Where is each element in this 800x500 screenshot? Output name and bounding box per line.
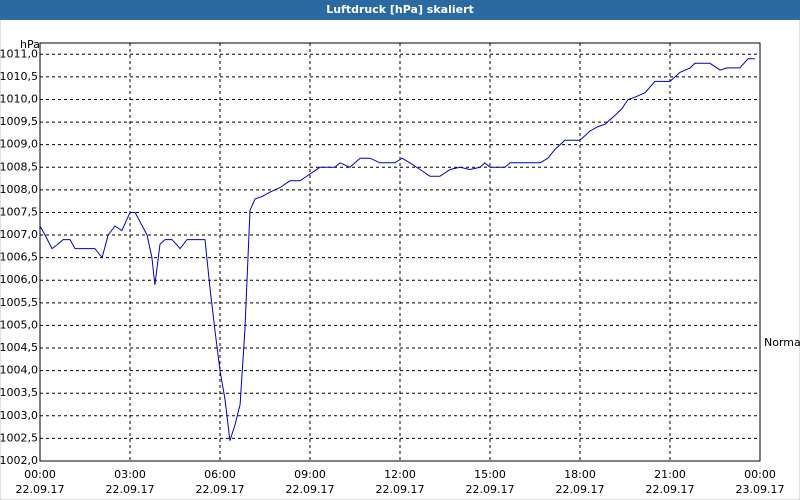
y-tick-label: 1007,0 [0,228,38,241]
x-tick-label: 12:00 [384,468,416,481]
x-tick-label: 22.09.17 [286,483,335,496]
x-tick-label: 22.09.17 [106,483,155,496]
y-tick-label: 1006,5 [0,251,38,264]
y-tick-label: 1004,0 [0,364,38,377]
x-tick-label: 22.09.17 [376,483,425,496]
y-tick-label: 1010,0 [0,92,38,105]
y-tick-label: 1006,0 [0,273,38,286]
chart-title: Luftdruck [hPa] skaliert [326,3,474,16]
x-tick-label: 00:00 [744,468,776,481]
x-tick-label: 23.09.17 [736,483,785,496]
y-tick-label: 1008,0 [0,183,38,196]
y-tick-label: 1003,0 [0,409,38,422]
x-tick-label: 18:00 [564,468,596,481]
y-tick-label: 1009,0 [0,138,38,151]
x-tick-label: 22.09.17 [196,483,245,496]
x-tick-label: 22.09.17 [556,483,605,496]
x-tick-label: 03:00 [114,468,146,481]
x-tick-label: 00:00 [24,468,56,481]
line-series [39,58,755,441]
y-tick-label: 1002,0 [0,454,38,467]
x-tick-label: 06:00 [204,468,236,481]
x-tick-label: 15:00 [474,468,506,481]
y-tick-label: 1003,5 [0,386,38,399]
y-tick-label: 1002,5 [0,431,38,444]
y-tick-label: 1005,5 [0,296,38,309]
title-bar [0,0,800,20]
x-tick-label: 22.09.17 [466,483,515,496]
y-tick-label: 1010,5 [0,70,38,83]
y-tick-label: 1008,5 [0,160,38,173]
y-axis-unit: hPa [20,38,40,51]
y-tick-label: 1004,5 [0,341,38,354]
y-tick-label: 1007,5 [0,205,38,218]
x-tick-label: 22.09.17 [16,483,65,496]
y-tick-label: 1009,5 [0,115,38,128]
x-tick-label: 21:00 [654,468,686,481]
x-tick-label: 09:00 [294,468,326,481]
plot-frame [39,42,761,462]
y-tick-label: 1005,0 [0,318,38,331]
x-tick-label: 22.09.17 [646,483,695,496]
y-tick-label: 1011,0 [0,47,38,60]
annotation: Normal [764,336,800,349]
